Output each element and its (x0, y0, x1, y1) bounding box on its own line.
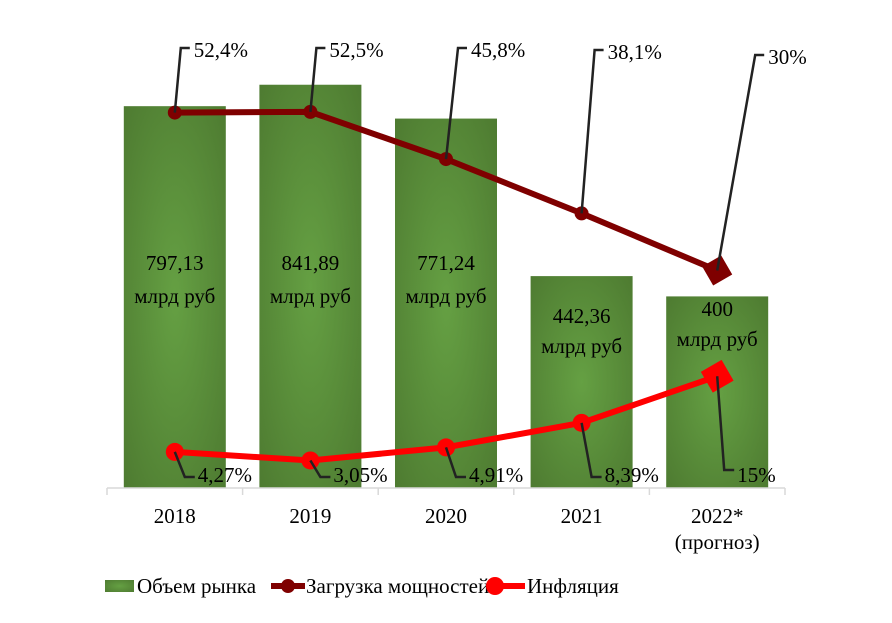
bar-data-label: 771,24 (417, 251, 475, 275)
bar-data-label: 841,89 (282, 251, 340, 275)
bar-data-label: млрд руб (134, 284, 215, 308)
leader-line (173, 451, 195, 479)
x-tick-label: 2020 (425, 504, 467, 528)
bar-data-label: млрд руб (541, 334, 622, 358)
bar-2019 (259, 84, 362, 489)
legend-label: Загрузка мощностей (306, 574, 489, 598)
leader-line (580, 422, 602, 479)
legend-label: Инфляция (527, 574, 619, 598)
leader-line (580, 48, 604, 214)
x-tick-label: 2022* (691, 504, 744, 528)
bar-data-label: млрд руб (677, 327, 758, 351)
load-data-label: 38,1% (608, 40, 662, 64)
leader-line (444, 46, 467, 160)
inflation-data-label: 8,39% (605, 463, 659, 487)
legend-load-marker (281, 579, 295, 593)
bar-2021 (530, 276, 633, 488)
load-data-label: 52,5% (329, 38, 383, 62)
leader-line (309, 459, 331, 479)
legend-bar-swatch (105, 580, 134, 592)
x-tick-label: (прогноз) (675, 530, 760, 554)
bar-data-label: млрд руб (405, 284, 486, 308)
legend-label: Объем рынка (137, 574, 257, 598)
bar-data-label: 400 (701, 297, 733, 321)
leader-line (444, 446, 466, 479)
x-tick-label: 2021 (561, 504, 603, 528)
inflation-data-label: 4,91% (469, 463, 523, 487)
load-data-label: 45,8% (471, 38, 525, 62)
load-data-label: 30% (768, 45, 807, 69)
leader-line (173, 46, 190, 113)
inflation-data-label: 15% (737, 463, 776, 487)
x-tick-label: 2019 (289, 504, 331, 528)
load-data-label: 52,4% (194, 38, 248, 62)
inflation-data-label: 3,05% (333, 463, 387, 487)
inflation-data-label: 4,27% (198, 463, 252, 487)
bar-data-label: 797,13 (146, 251, 204, 275)
bar-data-label: млрд руб (270, 284, 351, 308)
leader-line (309, 46, 326, 112)
bar-2020 (395, 118, 497, 488)
x-tick-label: 2018 (154, 504, 196, 528)
leader-line (715, 53, 765, 271)
legend-inflation-marker (486, 577, 504, 595)
bar-2018 (123, 106, 226, 488)
leader-line (715, 376, 735, 472)
bar-data-label: 442,36 (553, 304, 611, 328)
